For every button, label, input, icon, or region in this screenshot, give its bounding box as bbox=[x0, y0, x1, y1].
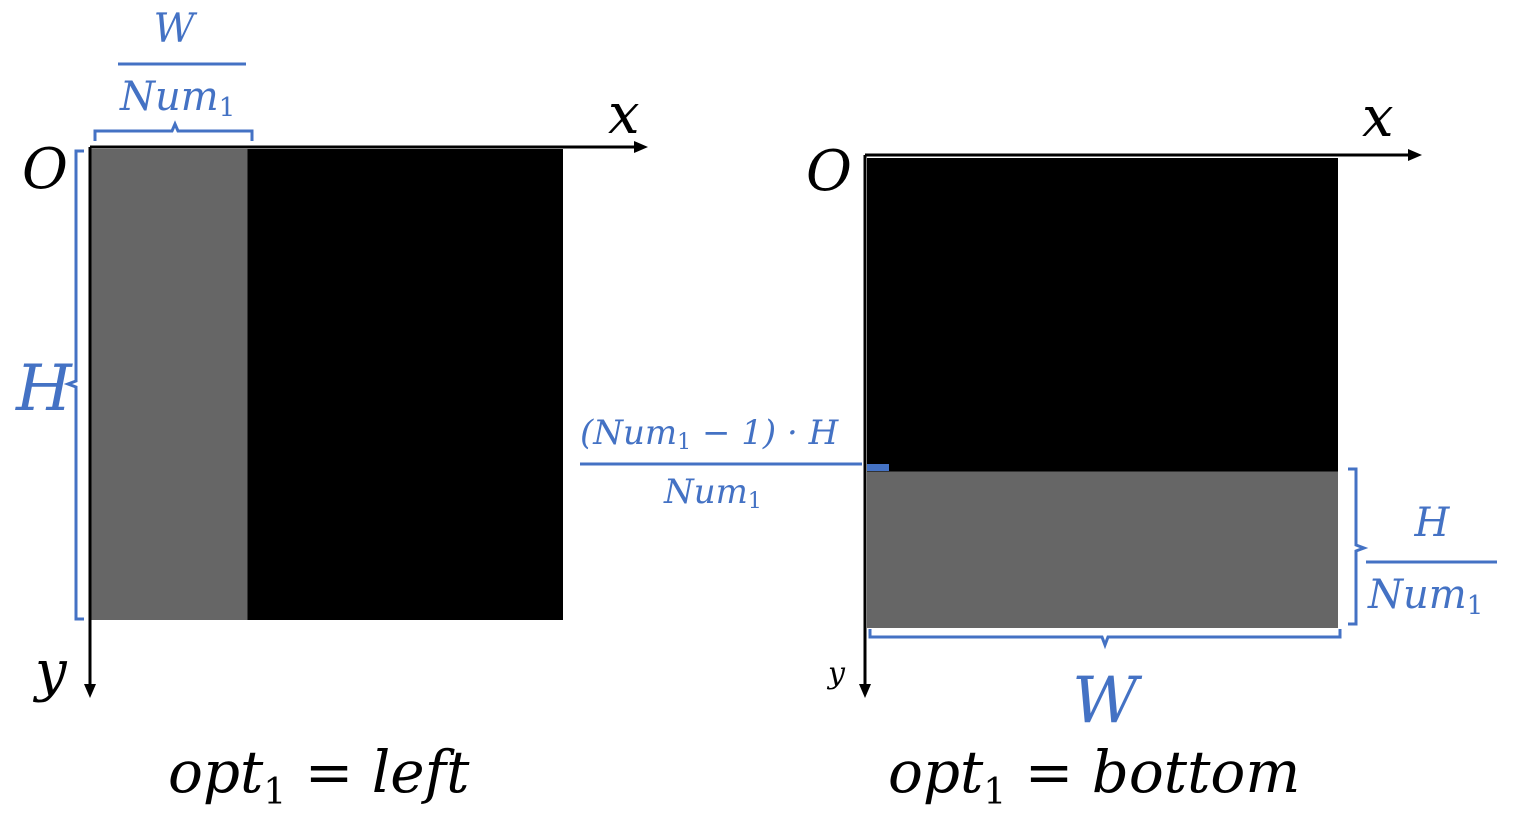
right-offset-marker bbox=[867, 464, 889, 471]
right-width-label: W bbox=[1072, 664, 1143, 738]
left-origin-label: O bbox=[22, 137, 68, 202]
left-width-fraction-numerator: W bbox=[153, 6, 197, 52]
left-height-brace bbox=[63, 149, 84, 621]
right-height-brace bbox=[1348, 467, 1369, 626]
left-height-label: H bbox=[15, 352, 73, 426]
right-image-highlight-region bbox=[867, 471, 1338, 628]
left-y-axis-arrowhead bbox=[84, 684, 96, 698]
right-y-axis-arrowhead bbox=[859, 684, 871, 698]
right-caption: opt1 = bottom bbox=[888, 738, 1300, 813]
right-origin-label: O bbox=[806, 139, 852, 204]
left-image-highlight-region bbox=[90, 149, 248, 620]
left-caption: opt1 = left bbox=[168, 738, 470, 813]
right-offset-fraction-numerator: (Num1 − 1) · H bbox=[580, 413, 840, 455]
right-y-axis-label: y bbox=[826, 656, 846, 691]
right-offset-fraction-denominator: Num1 bbox=[663, 472, 762, 514]
right-height-fraction-numerator: H bbox=[1414, 500, 1451, 546]
right-width-brace bbox=[868, 629, 1342, 650]
left-x-axis-label: x bbox=[608, 82, 640, 147]
left-width-fraction-denominator: Num1 bbox=[119, 74, 235, 123]
right-panel: O x y (Num1 − 1) · H Num1 H Num1 W opt1 … bbox=[580, 85, 1497, 813]
left-width-brace bbox=[93, 120, 254, 141]
right-height-fraction-denominator: Num1 bbox=[1367, 572, 1483, 621]
left-panel: O x y W Num1 H opt1 = left bbox=[15, 6, 648, 813]
right-x-axis-arrowhead bbox=[1408, 149, 1422, 161]
right-x-axis-label: x bbox=[1362, 85, 1394, 150]
left-x-axis-arrowhead bbox=[634, 141, 648, 153]
left-y-axis-label: y bbox=[32, 639, 68, 704]
